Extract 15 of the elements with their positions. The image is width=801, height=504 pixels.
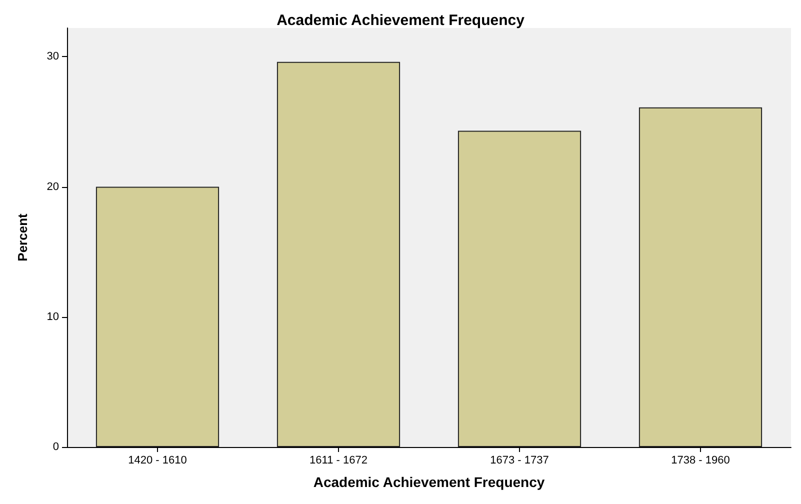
y-axis-title: Percent <box>15 212 30 262</box>
y-tick-label: 20 <box>46 180 59 193</box>
x-tick-label: 1611 - 1672 <box>310 454 368 466</box>
bar <box>638 107 762 447</box>
x-tick-label: 1420 - 1610 <box>128 454 187 466</box>
y-tick-label: 10 <box>46 310 59 323</box>
bar <box>96 186 220 447</box>
x-tick-label: 1673 - 1737 <box>490 454 549 466</box>
bar <box>276 62 400 447</box>
x-tick-label: 1738 - 1960 <box>671 454 730 466</box>
x-axis-title: Academic Achievement Frequency <box>313 474 545 490</box>
y-tick-label: 30 <box>46 50 59 63</box>
chart-title: Academic Achievement Frequency <box>276 12 526 29</box>
y-tick-label: 0 <box>52 441 59 453</box>
bar <box>458 130 582 447</box>
